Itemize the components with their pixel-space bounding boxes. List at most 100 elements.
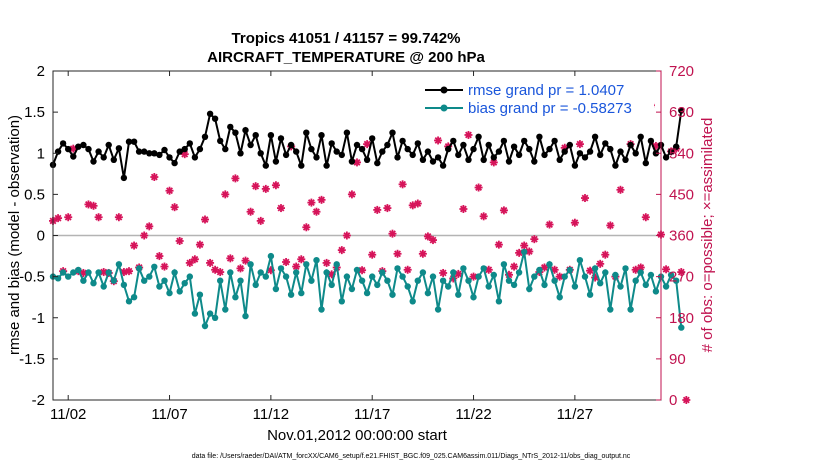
- bias-point: [662, 283, 670, 290]
- bias-point: [404, 283, 411, 290]
- legend-box: [417, 80, 654, 120]
- rmse-point: [75, 143, 82, 150]
- obs-point-stroke: [247, 208, 255, 216]
- rmse-point: [80, 141, 87, 149]
- obs-point-stroke: [196, 241, 204, 249]
- rmse-point: [409, 151, 416, 159]
- obs-point: [459, 204, 468, 213]
- obs-point-stroke: [186, 259, 194, 267]
- bias-point: [176, 288, 183, 295]
- obs-point-stroke: [546, 221, 553, 228]
- bias-point: [450, 269, 457, 276]
- bias-point: [262, 273, 269, 280]
- rmse-point: [632, 150, 639, 157]
- obs-point-stroke: [323, 259, 331, 267]
- bias-point: [171, 269, 178, 276]
- y-left-tick-label: 0.5: [24, 186, 45, 203]
- y-right-tick-label: 90: [669, 351, 686, 368]
- bias-point: [470, 294, 477, 301]
- obs-point-stroke: [130, 242, 138, 249]
- bias-point: [515, 269, 523, 276]
- bias-point: [673, 277, 680, 284]
- obs-point-stroke: [348, 190, 356, 198]
- rmse-point: [602, 140, 609, 147]
- rmse-point: [404, 145, 411, 153]
- rmse-series: [49, 107, 685, 182]
- bias-point: [581, 273, 589, 280]
- obs-point-stroke: [389, 230, 396, 238]
- obs-point: [662, 265, 671, 274]
- obs-point-stroke: [581, 194, 589, 202]
- bias-point: [602, 269, 609, 276]
- bias-point: [100, 283, 107, 290]
- bias-point: [465, 277, 472, 284]
- rmse-point: [181, 145, 188, 153]
- obs-point: [418, 249, 427, 258]
- obs-point-stroke: [465, 131, 472, 139]
- obs-point: [393, 249, 402, 258]
- rmse-point: [429, 158, 437, 165]
- bias-point: [399, 273, 406, 280]
- bias-point: [232, 294, 239, 301]
- rmse-point: [105, 141, 112, 149]
- rmse-point: [667, 148, 675, 155]
- obs-point-stroke: [211, 266, 219, 274]
- obs-point: [165, 186, 174, 195]
- obs-point-stroke: [373, 206, 381, 214]
- rmse-point: [303, 129, 310, 136]
- obs-point-stroke: [90, 202, 97, 210]
- obs-point-stroke: [404, 266, 412, 274]
- bias-point: [120, 281, 128, 289]
- obs-point: [469, 272, 478, 281]
- obs-point: [231, 174, 240, 183]
- obs-point-stroke: [541, 264, 548, 271]
- obs-point-stroke: [237, 264, 244, 272]
- obs-point-stroke: [439, 269, 447, 277]
- rmse-point: [353, 141, 361, 149]
- bias-point: [363, 289, 371, 297]
- rmse-point: [196, 145, 204, 153]
- rmse-point: [328, 140, 335, 147]
- obs-point: [388, 229, 397, 238]
- obs-point-stroke: [637, 264, 645, 271]
- obs-point-stroke: [419, 250, 427, 258]
- bias-point: [166, 289, 173, 297]
- bias-point: [667, 271, 675, 279]
- rmse-point: [551, 137, 558, 145]
- bias-point: [642, 281, 649, 289]
- obs-point-stroke: [206, 259, 214, 267]
- obs-point-stroke: [95, 213, 103, 221]
- obs-point-stroke: [150, 173, 158, 181]
- obs-point: [236, 264, 245, 273]
- bias-point: [369, 273, 376, 280]
- bias-point: [353, 266, 361, 274]
- rmse-point: [384, 141, 391, 149]
- obs-point: [180, 150, 189, 159]
- obs-point: [363, 140, 372, 149]
- rmse-point: [434, 154, 442, 161]
- bias-point: [105, 269, 112, 276]
- obs-point-stroke: [556, 273, 564, 281]
- rmse-point: [389, 129, 396, 136]
- obs-point-stroke: [231, 174, 239, 182]
- obs-point-stroke: [176, 237, 184, 245]
- rmse-point: [151, 150, 158, 157]
- obs-point: [246, 207, 255, 216]
- obs-point-stroke: [201, 216, 209, 223]
- bias-point: [536, 266, 543, 274]
- rmse-point: [612, 162, 619, 169]
- x-axis: 11/02 11/07 11/12 11/17 11/22 11/27: [50, 71, 593, 423]
- obs-point-stroke: [226, 254, 234, 262]
- bias-point: [379, 269, 386, 276]
- bias-point: [125, 298, 133, 305]
- rmse-point: [262, 162, 269, 169]
- rmse-point: [561, 148, 568, 155]
- bias-point: [257, 269, 264, 276]
- bias-point: [146, 273, 153, 280]
- bias-point: [115, 261, 123, 268]
- x-tick-label: 11/17: [354, 406, 390, 423]
- obs-point-stroke: [454, 270, 462, 278]
- bias-point: [70, 269, 77, 276]
- rmse-point: [166, 154, 173, 161]
- obs-point: [130, 241, 139, 250]
